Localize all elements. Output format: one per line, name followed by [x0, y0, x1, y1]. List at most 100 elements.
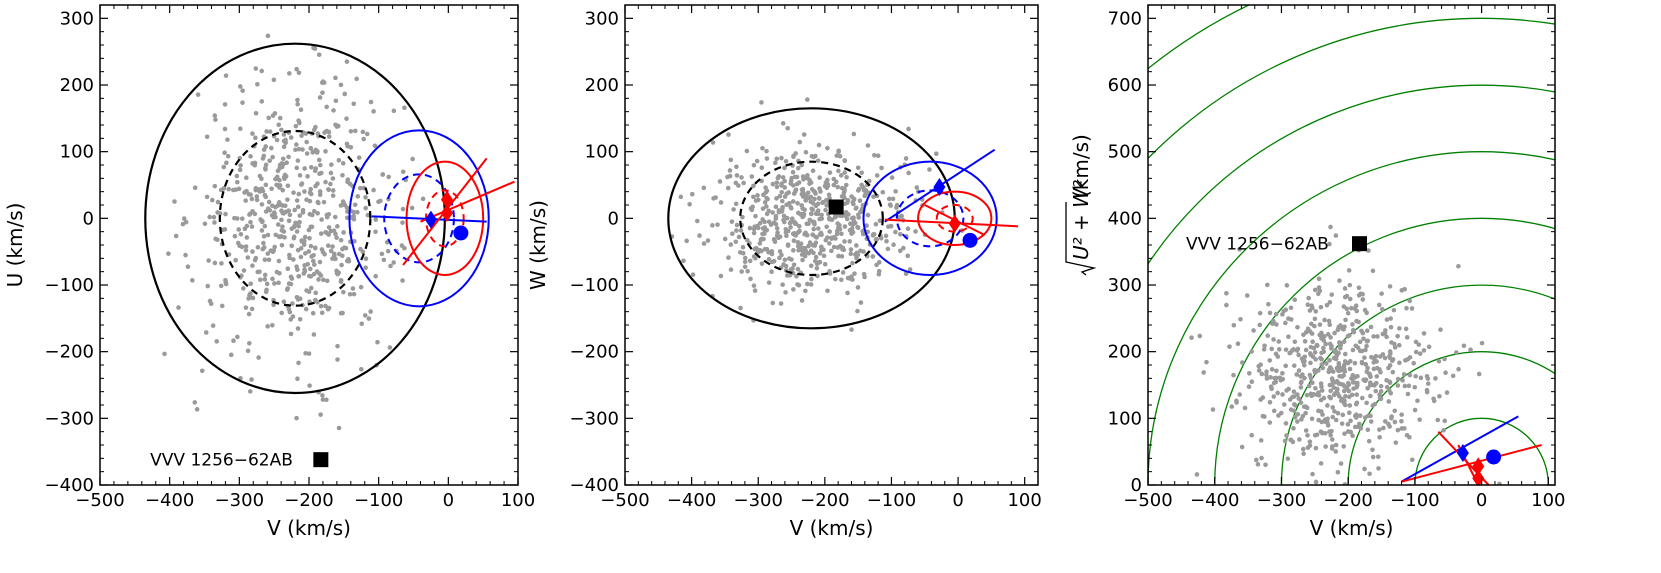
scatter-point	[1358, 426, 1364, 431]
scatter-point	[803, 288, 808, 294]
scatter-point	[894, 202, 900, 208]
scatter-point	[1210, 407, 1216, 412]
scatter-point	[265, 251, 271, 256]
scatter-point	[1360, 291, 1365, 297]
scatter-point	[288, 317, 294, 322]
scatter-point	[1330, 437, 1335, 442]
scatter-point	[1264, 376, 1270, 381]
scatter-point	[1367, 372, 1373, 378]
scatter-point	[1347, 333, 1352, 338]
scatter-point	[1360, 395, 1365, 401]
scatter-point	[287, 71, 292, 76]
scatter-point	[762, 225, 768, 230]
scatter-point	[1259, 455, 1264, 461]
scatter-point	[328, 181, 333, 187]
scatter-point	[889, 175, 895, 180]
scatter-point	[1197, 333, 1203, 339]
scatter-point	[739, 175, 744, 180]
scatter-point	[213, 117, 218, 122]
scatter-point	[234, 173, 240, 179]
scatter-point	[802, 207, 807, 212]
scatter-point	[1364, 343, 1369, 349]
scatter-point	[751, 283, 757, 288]
scatter-point	[782, 194, 788, 199]
scatter-point	[742, 259, 748, 264]
scatter-point	[710, 140, 716, 145]
scatter-point	[780, 175, 786, 180]
scatter-point	[1301, 451, 1306, 457]
scatter-point	[261, 153, 267, 159]
scatter-point	[1363, 347, 1368, 353]
scatter-point	[339, 262, 344, 268]
scatter-point	[799, 298, 805, 303]
scatter-point	[316, 277, 321, 282]
scatter-point	[1322, 417, 1328, 423]
scatter-point	[352, 238, 357, 244]
scatter-point	[690, 272, 696, 277]
scatter-point	[1382, 330, 1388, 336]
scatter-point	[913, 229, 918, 234]
scatter-point	[1316, 390, 1321, 395]
scatter-point	[1379, 306, 1385, 312]
scatter-point	[1251, 328, 1256, 333]
scatter-point	[1305, 433, 1310, 438]
scatter-point	[1416, 342, 1422, 347]
scatter-point	[788, 178, 794, 184]
scatter-point	[814, 261, 820, 267]
scatter-point	[687, 201, 692, 207]
scatter-point	[294, 142, 299, 147]
scatter-point	[1330, 405, 1336, 410]
scatter-point	[295, 97, 300, 103]
scatter-point	[773, 213, 779, 219]
scatter-point	[1319, 357, 1324, 362]
scatter-point	[1362, 355, 1367, 360]
scatter-point	[815, 226, 821, 231]
scatter-point	[266, 257, 272, 263]
scatter-point	[810, 168, 816, 174]
scatter-point	[1327, 365, 1333, 370]
scatter-point	[214, 339, 220, 344]
y-tick-label: 100	[60, 142, 94, 163]
scatter-point	[1426, 344, 1432, 350]
scatter-point	[1318, 429, 1324, 435]
scatter-point	[1368, 393, 1373, 399]
scatter-point	[330, 193, 336, 198]
scatter-point	[295, 158, 301, 163]
scatter-point	[1271, 337, 1276, 342]
scatter-point	[324, 278, 330, 284]
scatter-point	[814, 265, 820, 271]
scatter-point	[808, 180, 814, 185]
x-tick-label: −300	[1257, 490, 1306, 511]
scatter-point	[1346, 410, 1352, 416]
scatter-point	[238, 231, 244, 237]
scatter-point	[858, 300, 864, 305]
scatter-point	[1300, 446, 1306, 452]
scatter-point	[1249, 379, 1255, 384]
scatter-point	[1407, 298, 1413, 304]
scatter-point	[1402, 383, 1408, 389]
x-tick-label: −300	[733, 490, 782, 511]
scatter-point	[730, 231, 735, 237]
scatter-point	[887, 202, 893, 207]
scatter-point	[336, 251, 342, 257]
scatter-point	[729, 219, 735, 224]
scatter-point	[1354, 318, 1359, 324]
scatter-point	[267, 158, 272, 164]
scatter-point	[1424, 387, 1430, 393]
scatter-point	[257, 269, 262, 275]
scatter-point	[1283, 363, 1289, 369]
scatter-point	[222, 102, 228, 107]
scatter-point	[1389, 340, 1394, 345]
scatter-point	[279, 310, 284, 316]
scatter-point	[185, 264, 191, 270]
scatter-point	[1377, 367, 1382, 372]
scatter-point	[752, 288, 758, 293]
scatter-point	[1396, 342, 1402, 348]
scatter-point	[907, 267, 913, 272]
scatter-point	[897, 231, 903, 237]
scatter-point	[372, 143, 378, 149]
scatter-point	[855, 285, 861, 290]
scatter-point	[1298, 400, 1304, 405]
scatter-point	[1438, 327, 1443, 332]
scatter-point	[253, 255, 259, 261]
